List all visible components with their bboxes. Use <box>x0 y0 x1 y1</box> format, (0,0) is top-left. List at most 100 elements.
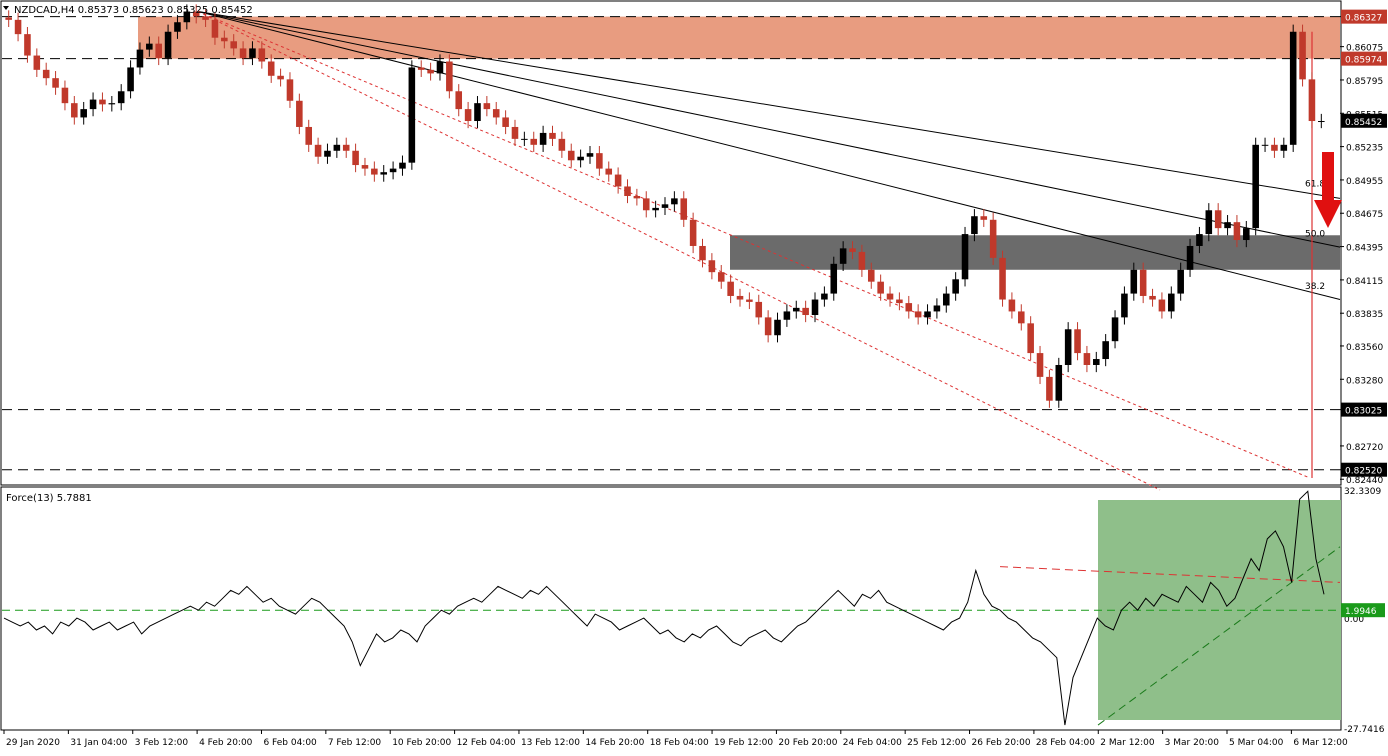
candle-body <box>614 174 622 187</box>
x-tick-label: 29 Jan 2020 <box>6 738 60 748</box>
candle-body <box>230 41 237 49</box>
candle-body <box>1299 31 1306 80</box>
candle-body <box>802 307 809 316</box>
price-tick-label: 0.85795 <box>1346 77 1383 87</box>
candle-body <box>483 103 491 110</box>
fib-label: 50.0 <box>1305 229 1325 239</box>
candle-body <box>455 91 463 110</box>
candle-body <box>1243 228 1250 241</box>
candle-body <box>342 144 350 151</box>
candle-body <box>811 299 819 316</box>
x-tick-label: 13 Feb 12:00 <box>521 738 580 748</box>
candle-body <box>896 299 903 304</box>
candle-body <box>352 150 359 166</box>
candle-body <box>1308 79 1316 122</box>
candle-body <box>258 48 266 62</box>
candle-body <box>127 67 134 92</box>
force-line <box>3 490 1325 726</box>
price-label-box <box>1341 462 1387 477</box>
x-tick-label: 10 Feb 20:00 <box>392 738 451 748</box>
candle-body <box>642 198 650 211</box>
fan-line <box>197 11 1341 199</box>
candle-body <box>952 279 959 294</box>
price-tick-label: 0.83280 <box>1346 376 1383 386</box>
candle-body <box>783 311 791 320</box>
x-tick-label: 24 Feb 04:00 <box>843 738 902 748</box>
candle-body <box>286 79 294 101</box>
candle-body <box>1186 245 1194 270</box>
candle-body <box>99 99 106 105</box>
force-red-trend <box>999 566 1341 583</box>
fib-label: 38.2 <box>1305 282 1325 292</box>
x-tick-label: 4 Feb 20:00 <box>199 738 253 748</box>
x-tick-label: 14 Feb 20:00 <box>585 738 644 748</box>
candle-body <box>764 317 772 336</box>
candle-body <box>221 37 228 42</box>
candle-body <box>1224 222 1231 229</box>
candle-body <box>42 69 50 79</box>
price-label: 0.86327 <box>1345 14 1382 24</box>
candle-body <box>136 49 144 68</box>
candle-body <box>821 293 828 300</box>
candle-body <box>549 132 556 139</box>
candle-body <box>933 305 941 312</box>
candle-body <box>1177 269 1184 294</box>
candle-body <box>530 138 538 145</box>
x-tick-label: 28 Feb 04:00 <box>1036 738 1095 748</box>
price-tick-label: 0.82720 <box>1346 443 1383 453</box>
candle-body <box>689 219 697 246</box>
candle-body <box>1318 121 1325 123</box>
candle-body <box>652 207 659 211</box>
price-tick-label: 0.86075 <box>1346 44 1383 54</box>
candle-body <box>708 260 716 273</box>
candle-body <box>1168 293 1175 312</box>
force-level-label: 1.9946 <box>1345 607 1377 617</box>
x-tick-label: 6 Mar 12:00 <box>1293 738 1348 748</box>
candle-body <box>89 99 97 110</box>
candle-body <box>211 19 219 38</box>
candle-body <box>1018 311 1025 324</box>
candle-body <box>464 109 472 122</box>
x-tick-label: 25 Feb 12:00 <box>907 738 966 748</box>
candle-body <box>267 61 275 76</box>
fan-line <box>197 11 1161 491</box>
candle-body <box>202 16 209 20</box>
price-label: 0.83025 <box>1345 407 1382 417</box>
candle-body <box>577 156 584 161</box>
candle-body <box>1149 295 1156 300</box>
candle-body <box>1139 269 1147 296</box>
candle-body <box>1074 329 1081 354</box>
candle-body <box>1102 341 1109 360</box>
candle-body <box>324 150 331 157</box>
candle-body <box>117 91 125 104</box>
candle-body <box>5 17 12 20</box>
candle-body <box>380 172 388 175</box>
candle-body <box>905 303 913 312</box>
force-tick-label: 0.00 <box>1344 615 1364 625</box>
down-arrow-icon <box>1314 152 1342 228</box>
candle-body <box>183 11 191 23</box>
candle-body <box>989 219 997 258</box>
candle-body <box>399 162 406 169</box>
candle-body <box>1027 323 1034 354</box>
price-tick-label: 0.84675 <box>1346 210 1383 220</box>
candle-body <box>33 55 41 70</box>
candle-body <box>277 75 284 80</box>
candle-body <box>1252 144 1259 229</box>
candle-body <box>305 126 312 145</box>
candle-body <box>146 43 153 50</box>
symbol-header: NZDCAD,H4 0.85373 0.85623 0.85325 0.8545… <box>14 5 253 16</box>
candle-body <box>511 126 519 139</box>
x-tick-label: 5 Mar 04:00 <box>1229 738 1284 748</box>
candle-body <box>1121 293 1128 318</box>
candle-body <box>830 263 838 294</box>
x-tick-label: 19 Feb 12:00 <box>714 738 773 748</box>
candle-body <box>155 43 162 58</box>
candle-body <box>1111 317 1119 342</box>
candle-body <box>858 251 866 270</box>
candle-body <box>792 307 800 312</box>
candle-body <box>249 48 256 58</box>
candle-body <box>877 281 884 294</box>
